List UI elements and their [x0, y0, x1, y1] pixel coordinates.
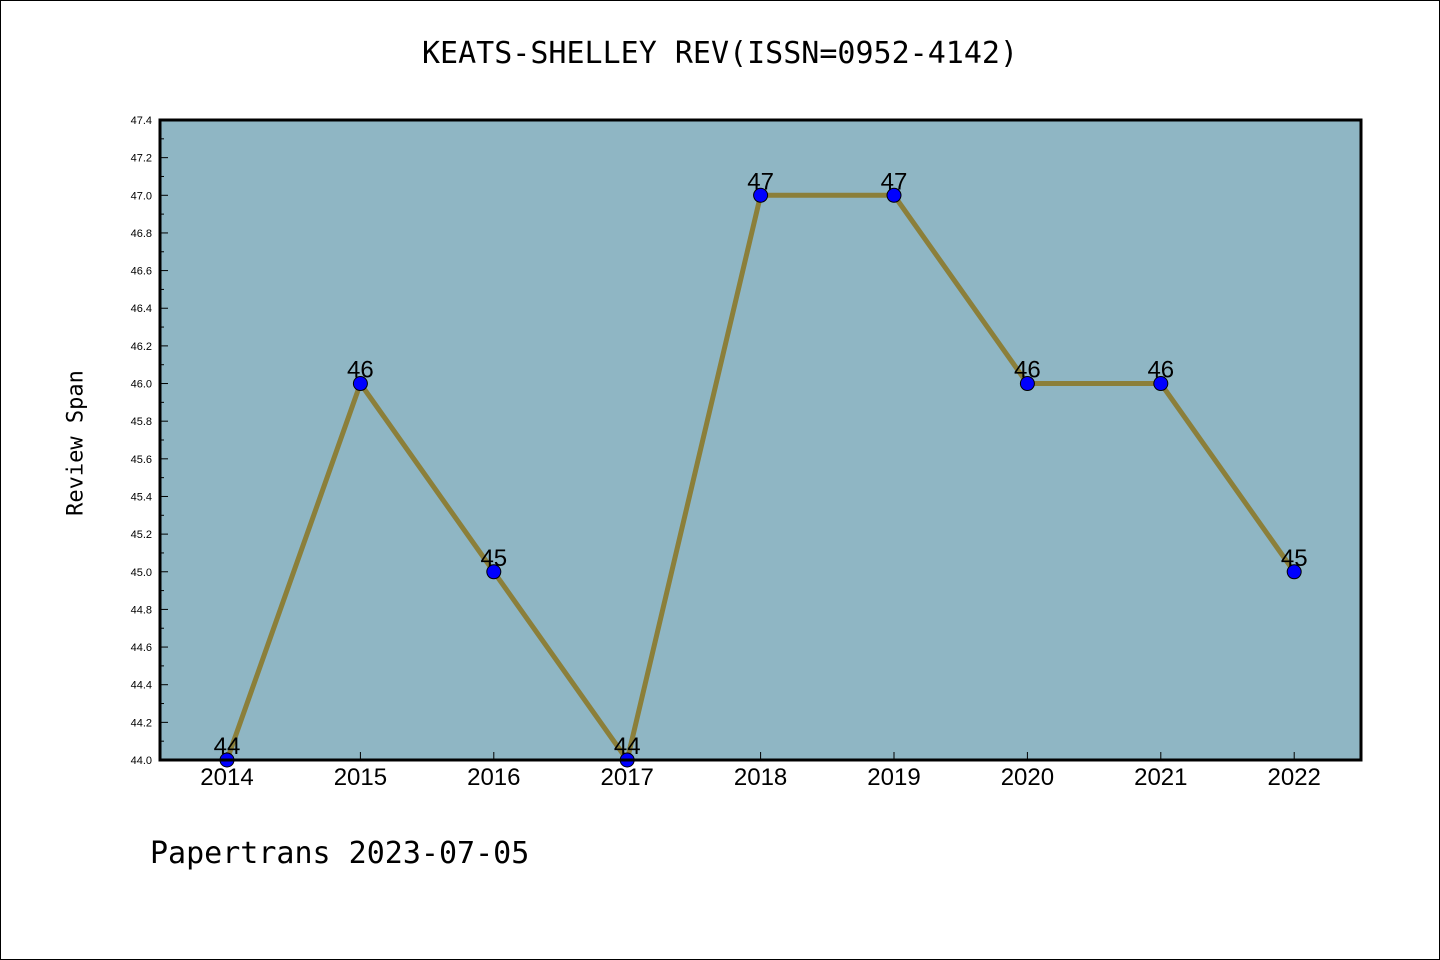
data-label: 46 — [347, 357, 374, 384]
y-tick-label: 44.4 — [131, 680, 152, 692]
data-point — [1286, 564, 1302, 580]
data-point — [486, 564, 502, 580]
x-tick-label: 2018 — [734, 764, 787, 791]
data-point — [753, 187, 769, 203]
y-tick-label: 44.2 — [131, 717, 152, 729]
x-axis: 2014 2015 2016 2017 2018 2019 2020 2021 2022 — [200, 752, 1321, 791]
x-tick-label: 2019 — [867, 764, 920, 791]
data-label: 44 — [214, 733, 241, 760]
data-label: 45 — [480, 545, 507, 572]
y-tick-label: 44.8 — [131, 604, 152, 616]
y-tick-label: 45.4 — [131, 491, 152, 503]
data-label: 46 — [1014, 357, 1041, 384]
footer-text: Papertrans 2023-07-05 — [150, 836, 530, 871]
y-tick-label: 46.8 — [131, 228, 152, 240]
y-tick-label: 45.8 — [131, 416, 152, 428]
y-axis: 44.0 44.2 44.4 44.6 44.8 45.0 45.2 45.4 45.6 45.8… — [131, 115, 168, 767]
y-tick-label: 47.0 — [131, 190, 152, 202]
y-tick-label: 45.0 — [131, 567, 152, 579]
y-tick-label: 45.6 — [131, 454, 152, 466]
data-label: 45 — [1281, 545, 1308, 572]
plot-area — [160, 120, 1361, 760]
data-point — [1153, 376, 1169, 392]
chart-title: KEATS-SHELLEY REV(ISSN=0952-4142) — [421, 36, 1019, 71]
x-tick-label: 2021 — [1134, 764, 1187, 791]
x-tick-label: 2016 — [467, 764, 520, 791]
x-tick-label: 2020 — [1001, 764, 1054, 791]
x-tick-label: 2014 — [200, 764, 253, 791]
data-label: 47 — [747, 168, 774, 195]
data-label: 46 — [1147, 357, 1174, 384]
plot-border — [158, 118, 1363, 762]
data-point — [352, 376, 368, 392]
y-tick-label: 46.4 — [131, 303, 152, 315]
x-tick-label: 2015 — [334, 764, 387, 791]
y-tick-label: 46.6 — [131, 266, 152, 278]
y-tick-label: 47.4 — [131, 115, 152, 127]
y-tick-label: 44.6 — [131, 642, 152, 654]
y-tick-label: 45.2 — [131, 529, 152, 541]
y-tick-label: 46.0 — [131, 379, 152, 391]
data-labels: 44 46 45 44 47 47 46 46 45 — [214, 168, 1308, 760]
x-tick-label: 2022 — [1268, 764, 1321, 791]
data-point — [1019, 376, 1035, 392]
data-points — [219, 187, 1302, 768]
data-label: 44 — [614, 733, 641, 760]
y-tick-label: 46.2 — [131, 341, 152, 353]
data-point — [886, 187, 902, 203]
y-tick-label: 47.2 — [131, 153, 152, 165]
x-tick-label: 2017 — [601, 764, 654, 791]
data-label: 47 — [881, 168, 908, 195]
y-tick-label: 44.0 — [131, 755, 152, 767]
